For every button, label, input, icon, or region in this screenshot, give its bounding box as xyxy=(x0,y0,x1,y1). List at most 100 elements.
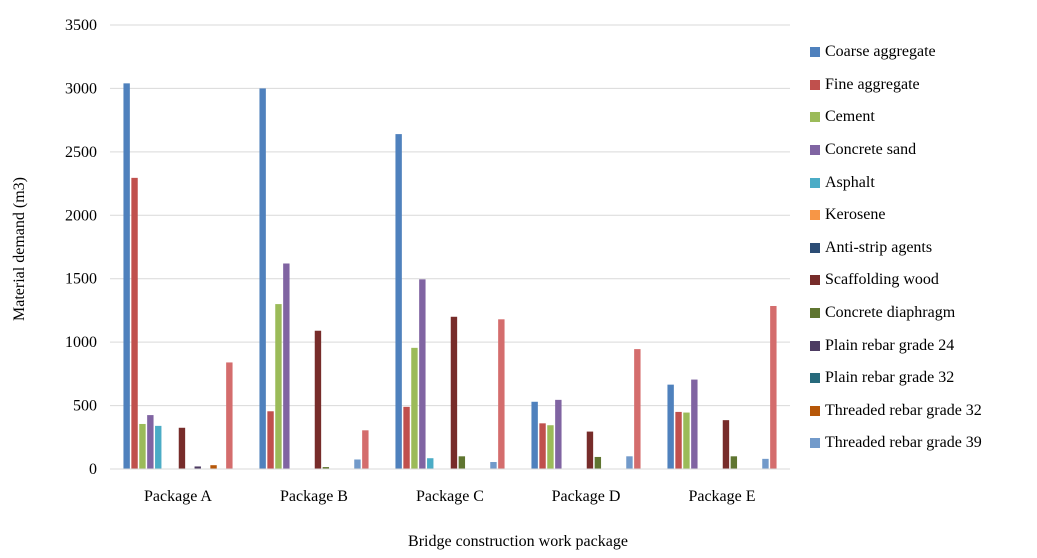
bar xyxy=(450,316,458,469)
x-tick-label: Package A xyxy=(144,488,212,505)
bar xyxy=(123,83,130,469)
bar xyxy=(594,456,602,469)
bar xyxy=(283,263,290,469)
bar xyxy=(419,279,426,469)
legend-label: Asphalt xyxy=(825,173,875,191)
bar xyxy=(531,401,538,469)
legend-label: Concrete sand xyxy=(825,141,917,159)
legend-item: Coarse aggregate xyxy=(810,36,982,69)
y-tick-label: 3000 xyxy=(65,80,97,97)
legend-swatch xyxy=(810,340,820,351)
x-tick-label: Package E xyxy=(688,488,755,505)
legend-label: Plain rebar grade 24 xyxy=(825,336,955,354)
legend-label: Fine aggregate xyxy=(825,75,920,93)
x-axis-title: Bridge construction work package xyxy=(408,533,628,550)
legend-swatch xyxy=(810,405,820,416)
bar xyxy=(586,431,594,469)
bar xyxy=(314,330,322,469)
bar xyxy=(675,411,682,469)
legend-item: Concrete diaphragm xyxy=(810,297,982,330)
bar xyxy=(730,456,738,469)
bar xyxy=(267,411,274,469)
bar xyxy=(458,456,466,469)
bar xyxy=(411,347,418,469)
bar xyxy=(139,423,146,469)
legend-swatch xyxy=(810,145,820,156)
bar xyxy=(770,305,777,469)
bar xyxy=(634,349,641,469)
legend-swatch xyxy=(810,47,820,58)
x-tick-label: Package C xyxy=(416,488,484,505)
legend-swatch xyxy=(810,177,820,188)
bar xyxy=(427,458,434,469)
legend-swatch xyxy=(810,112,820,123)
x-tick-label: Package B xyxy=(280,488,348,505)
legend-swatch xyxy=(810,79,820,90)
legend-swatch xyxy=(810,308,820,319)
y-tick-label: 0 xyxy=(89,461,97,478)
bar xyxy=(722,420,730,469)
bar xyxy=(403,406,410,469)
bar xyxy=(194,466,201,469)
x-axis-tick-labels: Package A Package B Package C Package D Pack… xyxy=(144,488,756,505)
legend-item: Concrete sand xyxy=(810,134,982,167)
legend-item: Fine aggregate xyxy=(810,69,982,102)
bar xyxy=(259,88,266,470)
bar xyxy=(490,462,497,469)
legend-item: Plain rebar grade 32 xyxy=(810,362,982,395)
y-axis-tick-labels: 0 500 1000 1500 2000 2500 3000 3500 xyxy=(65,17,97,478)
bar xyxy=(683,412,690,469)
bar xyxy=(555,399,562,469)
legend-swatch xyxy=(810,242,820,253)
legend-swatch xyxy=(810,275,820,286)
legend-swatch xyxy=(810,373,820,384)
bar xyxy=(539,423,546,469)
bar xyxy=(667,384,674,469)
bar xyxy=(275,304,282,469)
legend-item: Scaffolding wood xyxy=(810,264,982,297)
bar xyxy=(626,456,633,469)
bars xyxy=(123,83,777,470)
legend-item: Asphalt xyxy=(810,166,982,199)
bar xyxy=(354,459,361,469)
legend: Coarse aggregate Fine aggregate Cement Conc… xyxy=(810,36,982,460)
y-tick-label: 1000 xyxy=(65,334,97,351)
y-tick-label: 3500 xyxy=(65,17,97,34)
bar xyxy=(147,415,154,469)
bar xyxy=(155,425,162,469)
legend-label: Plain rebar grade 32 xyxy=(825,369,955,387)
bar xyxy=(395,134,402,469)
legend-item: Cement xyxy=(810,101,982,134)
legend-label: Concrete diaphragm xyxy=(825,304,956,322)
y-tick-label: 2000 xyxy=(65,207,97,224)
legend-label: Threaded rebar grade 39 xyxy=(825,434,982,452)
legend-label: Scaffolding wood xyxy=(825,271,939,289)
bar xyxy=(226,362,233,469)
y-tick-label: 2500 xyxy=(65,144,97,161)
legend-label: Threaded rebar grade 32 xyxy=(825,401,982,419)
x-tick-label: Package D xyxy=(552,488,621,505)
y-tick-label: 1500 xyxy=(65,271,97,288)
bar xyxy=(178,427,186,469)
bar xyxy=(322,467,330,469)
legend-item: Anti-strip agents xyxy=(810,232,982,265)
legend-label: Kerosene xyxy=(825,206,886,224)
bar xyxy=(547,425,554,469)
legend-swatch xyxy=(810,438,820,449)
legend-label: Anti-strip agents xyxy=(825,238,933,256)
gridlines xyxy=(110,24,790,407)
bar xyxy=(498,319,505,469)
legend-label: Coarse aggregate xyxy=(825,43,936,61)
y-tick-label: 500 xyxy=(73,398,97,415)
legend-item: Kerosene xyxy=(810,199,982,232)
bar xyxy=(691,379,698,469)
legend-item: Threaded rebar grade 39 xyxy=(810,427,982,460)
legend-item: Threaded rebar grade 32 xyxy=(810,395,982,428)
bar xyxy=(131,177,138,470)
legend-swatch xyxy=(810,210,820,221)
y-axis-title: Material demand (m3) xyxy=(11,177,28,321)
legend-label: Cement xyxy=(825,108,875,126)
bar xyxy=(210,465,217,469)
bar xyxy=(362,430,369,469)
